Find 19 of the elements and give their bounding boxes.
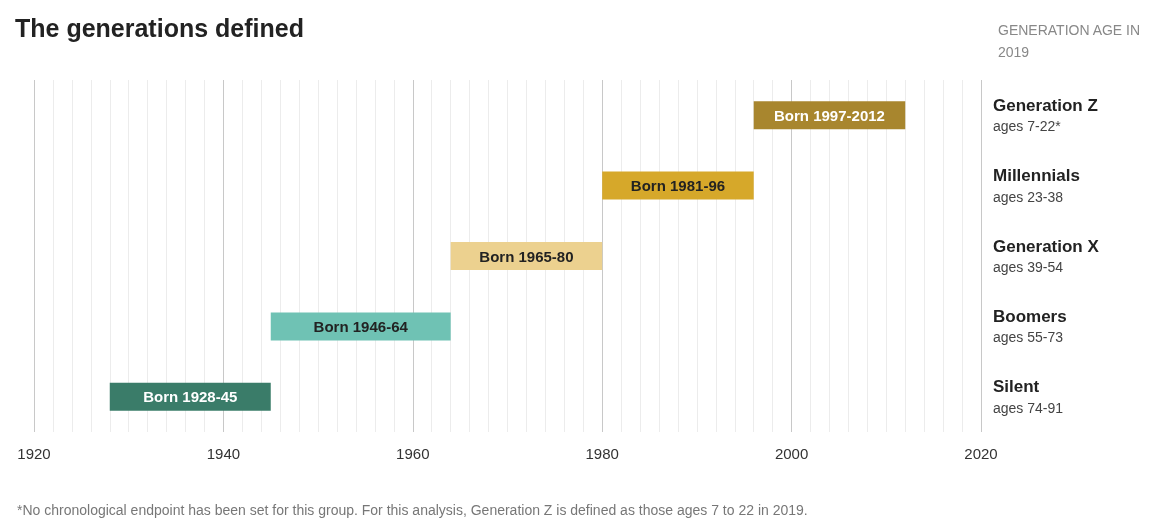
data-label: Born 1997-2012 — [774, 106, 885, 124]
y-tick-label: Silent ages 74-91 — [993, 377, 1064, 416]
y-tick-label: Generation Z ages 7-22* — [993, 95, 1098, 135]
x-tick-label: 1960 — [396, 445, 430, 462]
data-label: Born 1981-96 — [630, 177, 726, 195]
chart-title: The generations defined — [15, 13, 304, 42]
x-tick-label: 2020 — [964, 445, 998, 462]
y-tick-label: Millennials ages 23-38 — [993, 166, 1080, 205]
y-tick-label: Generation X ages 39-54 — [993, 236, 1100, 275]
x-tick-label: 1980 — [585, 445, 619, 462]
x-tick-label: 1940 — [206, 445, 241, 462]
y-tick-label: Boomers ages 55-73 — [993, 306, 1067, 346]
y-axis-title: GENERATION AGE IN 2019 — [998, 22, 1144, 60]
data-label: Born 1928-45 — [143, 388, 238, 406]
text: *No chronological endpoint has been set for this group. For this analysis, Generation Z is defined as those ages 7 to 22 in 2019. — [17, 502, 808, 518]
x-tick-label: 1920 — [17, 445, 51, 462]
x-tick-label: 2000 — [774, 445, 809, 462]
data-label: Born 1946-64 — [313, 317, 409, 335]
data-label: Born 1965-80 — [479, 247, 574, 265]
